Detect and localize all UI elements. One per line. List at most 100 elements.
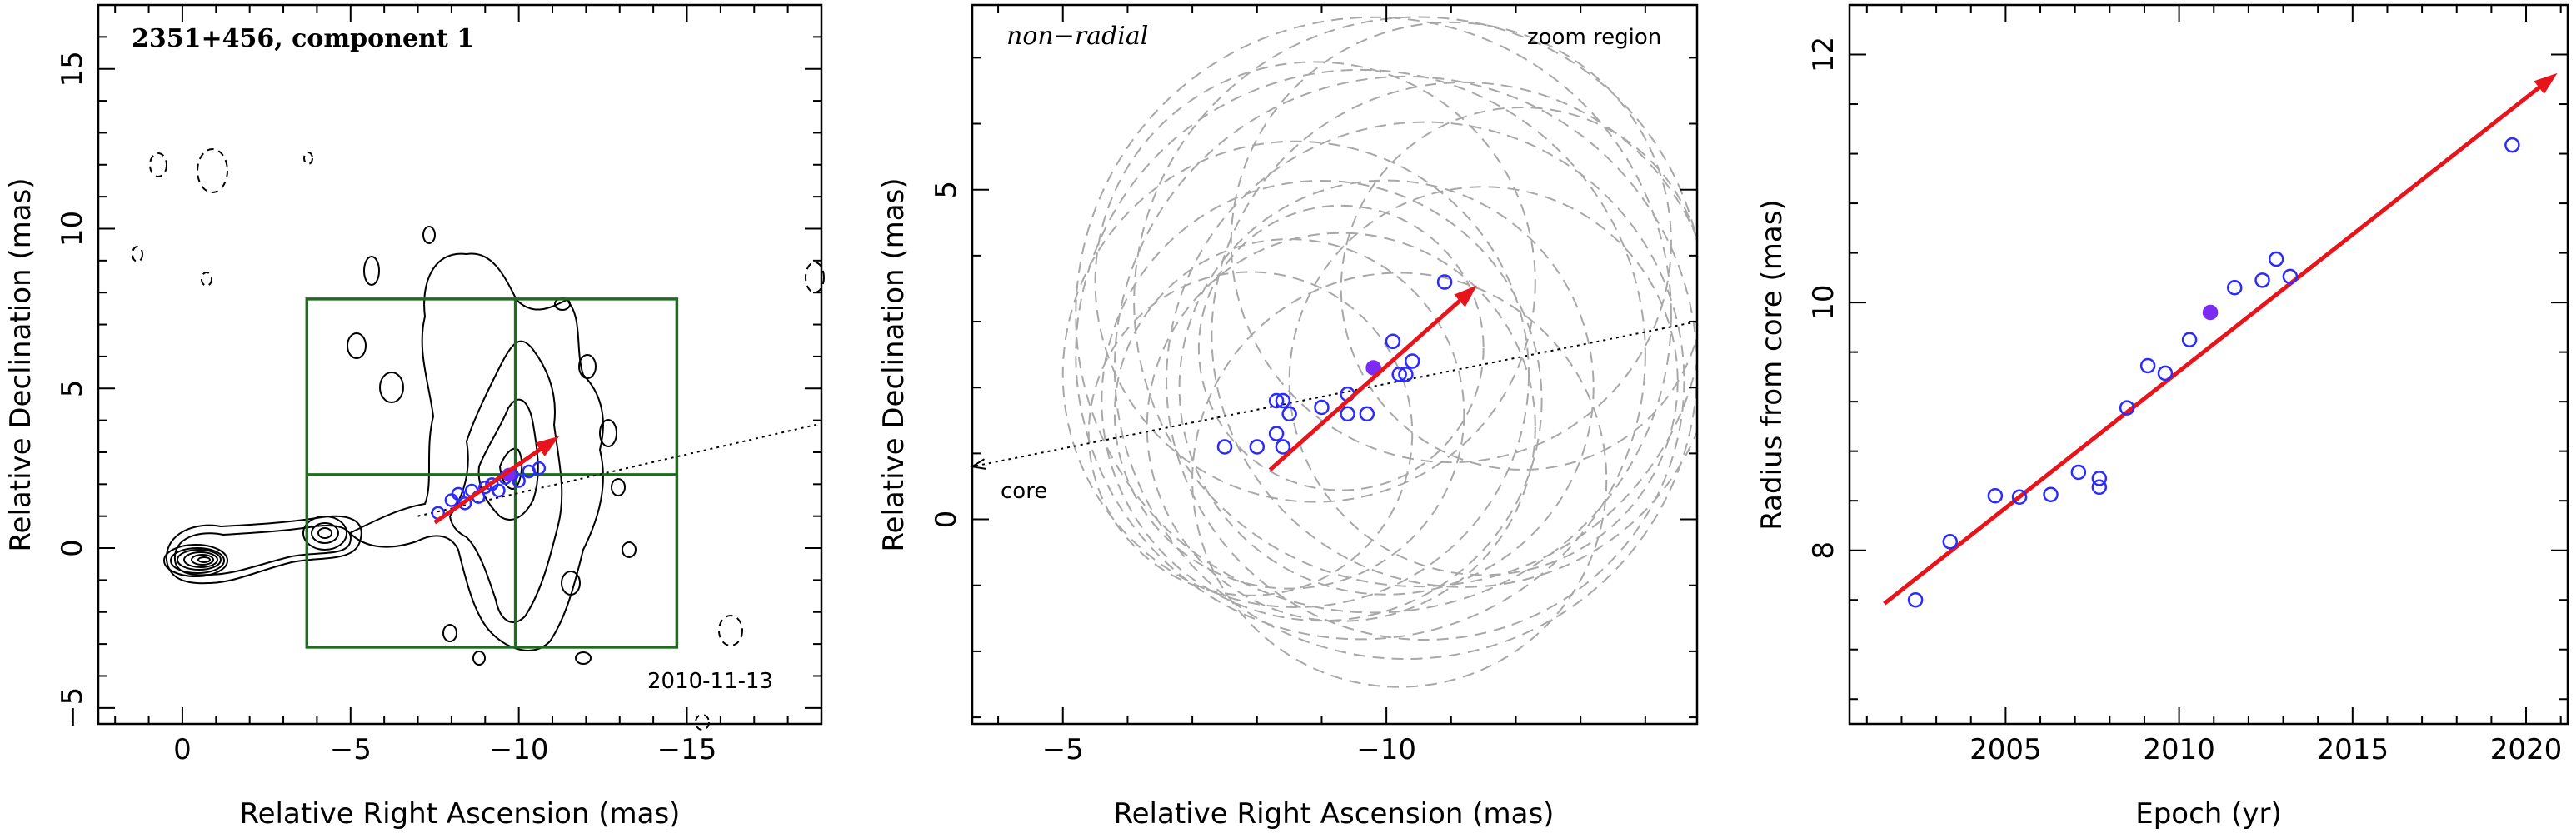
data-point bbox=[2181, 332, 2198, 347]
contour-line bbox=[173, 525, 352, 576]
panel-radius-frame bbox=[1848, 3, 2569, 726]
data-point bbox=[1275, 439, 1291, 455]
data-point bbox=[2091, 471, 2108, 486]
uncertainty-circle bbox=[1288, 186, 1679, 576]
velocity-arrowhead bbox=[1454, 285, 1477, 307]
data-point bbox=[1216, 439, 1233, 455]
contour-map bbox=[132, 148, 825, 731]
uncertainty-circle bbox=[1230, 21, 1672, 464]
contour-line bbox=[183, 551, 218, 568]
uncertainty-circle bbox=[1191, 272, 1608, 688]
data-point bbox=[512, 474, 526, 488]
data-point bbox=[2139, 357, 2156, 374]
data-point bbox=[2157, 365, 2174, 382]
data-point bbox=[1268, 392, 1285, 409]
y-tick-label: 8 bbox=[1807, 541, 1840, 560]
panel-zoom-xlabel: Relative Right Ascension (mas) bbox=[1114, 797, 1555, 831]
contour-line bbox=[472, 651, 486, 666]
contour-line bbox=[197, 556, 211, 563]
x-tick-label: 2005 bbox=[1969, 733, 2042, 766]
data-point bbox=[1942, 534, 1959, 550]
negative-contour bbox=[132, 246, 143, 262]
data-point bbox=[451, 486, 466, 501]
y-tick-label: 0 bbox=[56, 539, 89, 557]
panel-contour-ylabel: Relative Declination (mas) bbox=[4, 177, 37, 551]
contour-line bbox=[347, 332, 367, 359]
filled-data-point bbox=[1365, 360, 1381, 376]
y-tick-label: 10 bbox=[1807, 284, 1840, 320]
contour-line bbox=[348, 252, 604, 651]
x-tick-label: −5 bbox=[330, 733, 372, 766]
x-tick-label: −10 bbox=[489, 733, 549, 766]
data-point bbox=[444, 493, 459, 507]
uncertainty-circle bbox=[1075, 68, 1646, 641]
negative-contour bbox=[805, 262, 825, 293]
data-point bbox=[1249, 439, 1266, 455]
data-point bbox=[492, 483, 506, 498]
uncertainty-circle bbox=[1101, 179, 1543, 622]
data-point bbox=[1268, 426, 1285, 441]
uncertainty-circle bbox=[1146, 232, 1536, 622]
uncertainty-circle bbox=[1094, 61, 1536, 503]
data-point bbox=[1275, 392, 1291, 409]
negative-contour bbox=[718, 615, 743, 646]
panel-zoom-title: non−radial bbox=[1006, 22, 1148, 51]
data-point bbox=[1987, 487, 2004, 504]
y-tick-label: 10 bbox=[56, 211, 89, 247]
observation-date: 2010-11-13 bbox=[647, 669, 773, 694]
y-tick-label: 5 bbox=[56, 379, 89, 397]
velocity-arrow bbox=[1268, 293, 1468, 472]
uncertainty-circle bbox=[1178, 179, 1595, 596]
contour-line bbox=[311, 522, 339, 544]
y-tick-label: 15 bbox=[56, 51, 89, 87]
negative-contour bbox=[201, 272, 212, 287]
panel-zoom: −5 −10 0 5 non−radial zoom region core Rela… bbox=[877, 3, 1699, 831]
uncertainty-circle bbox=[1133, 16, 1697, 587]
data-point bbox=[1907, 591, 1924, 608]
zoom-region-box bbox=[305, 297, 679, 649]
data-point bbox=[1314, 399, 1330, 416]
data-point bbox=[1385, 333, 1401, 350]
filled-data-point bbox=[2202, 304, 2219, 321]
data-point bbox=[2011, 489, 2028, 505]
data-point bbox=[1398, 367, 1414, 382]
panel-radius-marks: 2005 2010 2015 2020 8 10 12 bbox=[1807, 4, 2568, 766]
panel-zoom-frame bbox=[971, 3, 1699, 726]
data-point bbox=[2091, 479, 2108, 496]
data-point bbox=[1359, 406, 1375, 422]
contour-line bbox=[477, 398, 539, 521]
contour-line bbox=[448, 340, 563, 624]
contour-line bbox=[578, 354, 597, 379]
data-point bbox=[2043, 486, 2059, 502]
contour-line bbox=[163, 544, 228, 577]
contour-line bbox=[599, 419, 617, 447]
contour-line bbox=[379, 372, 404, 403]
x-tick-label: 2015 bbox=[2317, 733, 2389, 766]
contour-line bbox=[363, 256, 380, 286]
panel-radius-ylabel: Radius from core (mas) bbox=[1755, 199, 1789, 530]
data-point bbox=[478, 480, 492, 495]
data-point bbox=[2504, 137, 2520, 153]
contour-line bbox=[622, 541, 637, 558]
panel-contour-marks: 0 −5 −10 −15 −5 0 5 10 15 bbox=[56, 4, 822, 766]
panel-radius: 2005 2010 2015 2020 8 10 12 Epoch (yr) Radius … bbox=[1755, 3, 2569, 831]
data-point bbox=[2226, 279, 2243, 296]
x-tick-label: 2010 bbox=[2143, 733, 2215, 766]
negative-contour bbox=[149, 152, 167, 177]
panel-radius-xlabel: Epoch (yr) bbox=[2135, 797, 2282, 831]
uncertainty-circle bbox=[1211, 82, 1697, 588]
fit-arrowhead bbox=[2534, 72, 2558, 95]
data-point bbox=[2070, 464, 2087, 481]
data-point bbox=[2254, 272, 2270, 288]
fit-arrow bbox=[1883, 81, 2547, 606]
contour-line bbox=[498, 447, 523, 490]
data-point bbox=[2282, 268, 2299, 285]
y-tick-label: 5 bbox=[930, 181, 963, 199]
contour-line bbox=[442, 624, 457, 642]
panel-zoom-ylabel: Relative Declination (mas) bbox=[877, 177, 911, 551]
data-point bbox=[1436, 274, 1453, 290]
x-tick-label: 2020 bbox=[2490, 733, 2563, 766]
data-point bbox=[1391, 367, 1407, 382]
contour-line bbox=[317, 527, 332, 539]
y-tick-label: −5 bbox=[56, 687, 89, 729]
